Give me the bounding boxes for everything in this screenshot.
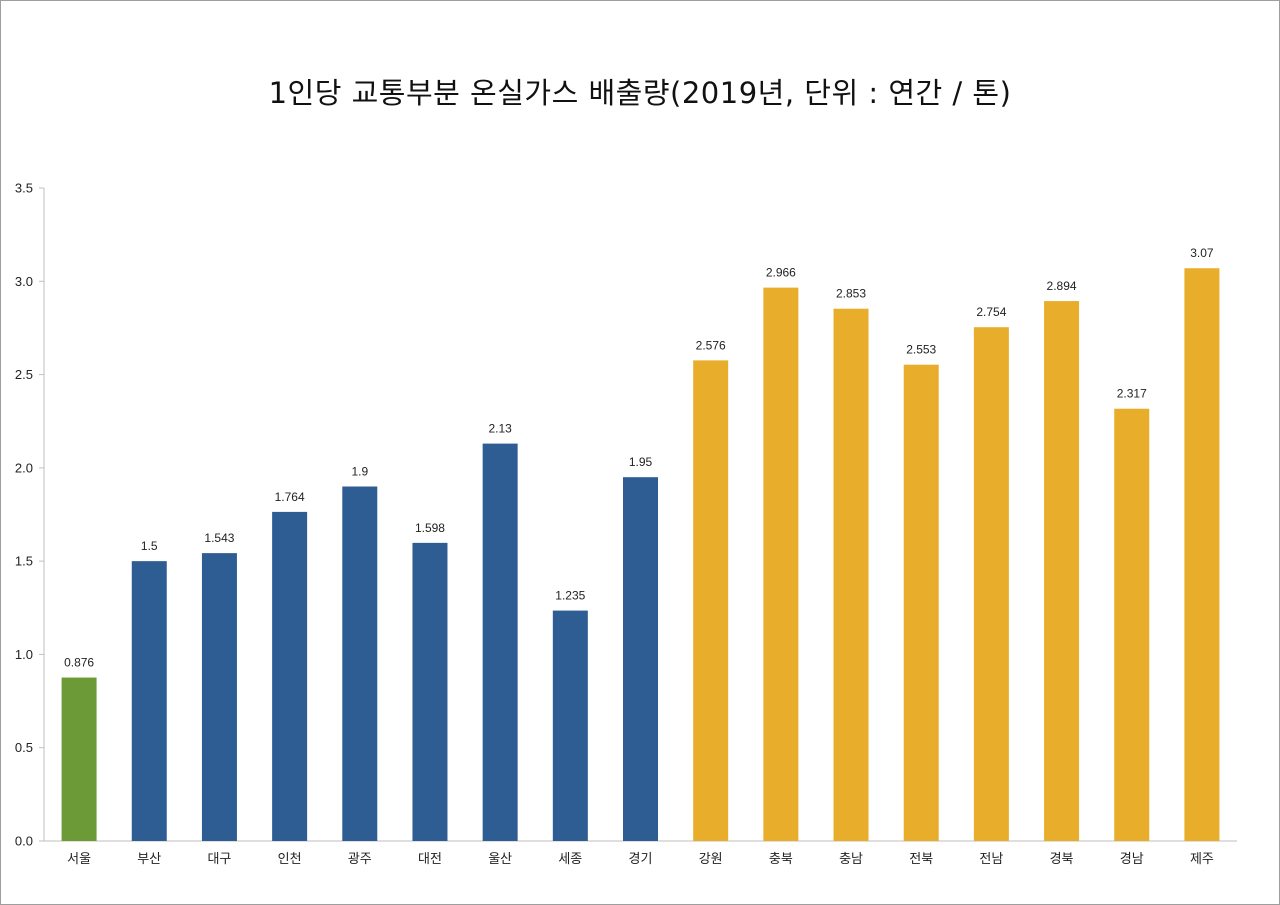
category-label: 충북 — [769, 852, 793, 867]
y-tick-label: 2.5 — [15, 367, 33, 382]
data-label: 2.853 — [836, 287, 866, 301]
category-label: 광주 — [348, 852, 372, 867]
data-label: 2.13 — [488, 422, 512, 436]
data-label: 2.317 — [1117, 387, 1147, 401]
bar-11 — [763, 287, 799, 841]
bar-5 — [342, 486, 378, 841]
data-label: 2.966 — [766, 266, 796, 280]
bar-6 — [412, 542, 448, 841]
category-label: 인천 — [278, 852, 302, 867]
category-label: 제주 — [1190, 852, 1214, 867]
data-label: 3.07 — [1190, 246, 1214, 260]
bar-16 — [1114, 408, 1150, 841]
bar-1 — [61, 677, 97, 841]
y-tick-label: 3.5 — [15, 181, 33, 196]
bar-2 — [131, 561, 167, 841]
category-label: 대전 — [418, 852, 442, 867]
data-label: 1.235 — [555, 589, 585, 603]
category-label: 세종 — [558, 852, 582, 867]
data-label: 1.598 — [415, 521, 445, 535]
category-label: 대구 — [207, 852, 231, 867]
category-label: 경남 — [1120, 852, 1144, 867]
category-label: 전남 — [979, 852, 1003, 867]
bar-4 — [272, 511, 308, 841]
y-tick-label: 1.0 — [15, 647, 33, 662]
y-tick-label: 2.0 — [15, 460, 33, 475]
y-tick-label: 1.5 — [15, 554, 33, 569]
bar-13 — [903, 364, 939, 841]
data-label: 0.876 — [64, 656, 94, 670]
y-tick-label: 0.5 — [15, 740, 33, 755]
data-label: 1.764 — [275, 490, 305, 504]
bar-9 — [623, 477, 658, 841]
data-label: 1.95 — [629, 455, 653, 469]
category-label: 서울 — [67, 852, 91, 867]
category-label: 울산 — [488, 852, 512, 867]
bar-15 — [1044, 301, 1080, 841]
bar-10 — [693, 360, 729, 841]
data-label: 1.9 — [351, 465, 368, 479]
data-label: 1.543 — [204, 531, 234, 545]
category-label: 강원 — [699, 852, 723, 867]
bar-17 — [1184, 268, 1220, 842]
chart-title: 1인당 교통부분 온실가스 배출량(2019년, 단위 : 연간 / 톤) — [268, 76, 1012, 110]
data-label: 2.553 — [906, 343, 936, 357]
data-label: 1.5 — [141, 539, 158, 553]
y-tick-label: 3.0 — [15, 274, 33, 289]
data-label: 2.894 — [1047, 279, 1077, 293]
bar-8 — [552, 610, 588, 841]
category-label: 충남 — [839, 852, 863, 867]
data-label: 2.754 — [976, 305, 1006, 319]
bar-3 — [201, 553, 237, 841]
data-label: 2.576 — [696, 338, 726, 352]
bar-7 — [482, 443, 518, 841]
category-label: 전북 — [909, 852, 933, 867]
category-label: 경기 — [629, 852, 653, 867]
category-label: 경북 — [1050, 852, 1074, 867]
bar-14 — [973, 327, 1009, 841]
bar-12 — [833, 308, 869, 842]
category-label: 부산 — [137, 852, 161, 867]
y-tick-label: 0.0 — [15, 834, 33, 849]
